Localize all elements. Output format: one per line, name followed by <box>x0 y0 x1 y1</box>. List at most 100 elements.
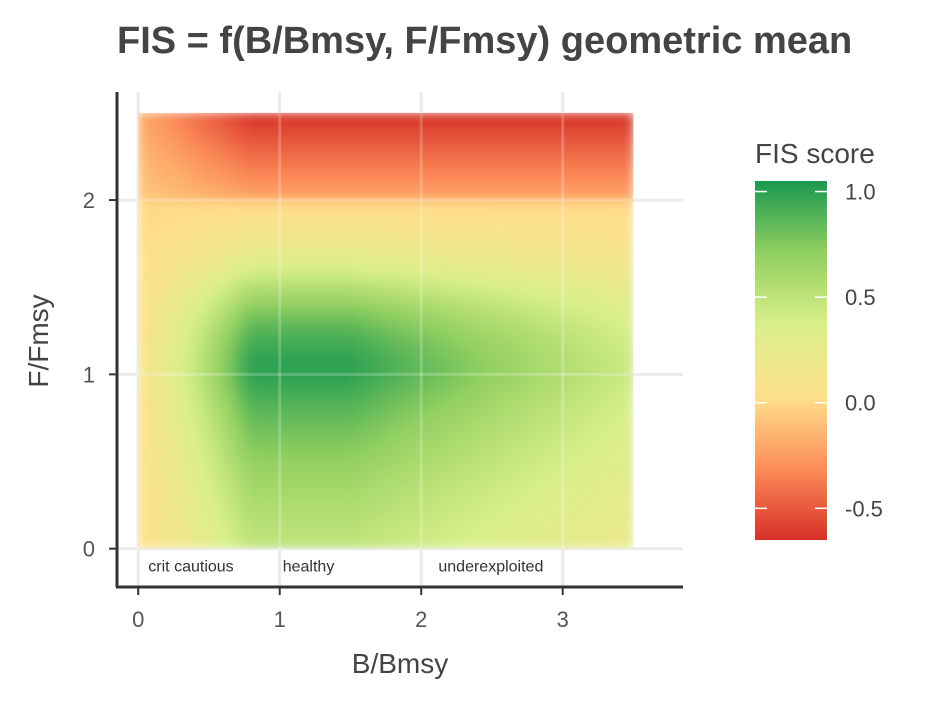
heatmap-cell <box>181 406 192 419</box>
heatmap-cell <box>155 406 166 419</box>
heatmap-cell <box>261 384 272 397</box>
heatmap-cell <box>305 254 316 266</box>
heatmap-cell <box>473 450 484 463</box>
heatmap-cell <box>553 384 564 397</box>
heatmap-cell <box>509 275 520 288</box>
heatmap-cell <box>615 297 626 310</box>
heatmap-cell <box>500 450 511 463</box>
heatmap-cell <box>190 482 201 495</box>
heatmap-cell <box>473 428 484 441</box>
heatmap-cell <box>535 384 546 397</box>
heatmap-cell <box>279 504 290 517</box>
heatmap-cell <box>288 341 298 354</box>
heatmap-cell <box>173 319 183 332</box>
heatmap-cell <box>173 537 183 549</box>
heatmap-cell <box>279 471 290 484</box>
heatmap-cell <box>243 199 254 212</box>
heatmap-cell <box>535 254 546 266</box>
heatmap-cell <box>376 232 387 245</box>
heatmap-cell <box>190 286 201 299</box>
heatmap-cell <box>571 134 581 147</box>
heatmap-cell <box>429 177 440 190</box>
heatmap-cell <box>615 537 626 549</box>
heatmap-cell <box>199 166 210 179</box>
heatmap-cell <box>579 177 590 190</box>
heatmap-cell <box>332 112 343 125</box>
heatmap-cell <box>367 493 378 506</box>
heatmap-cell <box>579 537 590 549</box>
heatmap-cell <box>447 319 458 332</box>
heatmap-cell <box>199 515 210 528</box>
heatmap-cell <box>500 482 511 495</box>
heatmap-cell <box>217 330 228 343</box>
heatmap-cell <box>367 373 378 386</box>
heatmap-cell <box>526 461 537 473</box>
heatmap-cell <box>261 254 272 266</box>
heatmap-cell <box>349 352 360 364</box>
heatmap-cell <box>341 395 351 408</box>
heatmap-cell <box>138 461 148 473</box>
heatmap-cell <box>464 166 475 179</box>
heatmap-cell <box>235 362 245 375</box>
heatmap-cell <box>518 482 528 495</box>
heatmap-cell <box>199 275 210 288</box>
heatmap-cell <box>261 461 272 473</box>
heatmap-cell <box>500 406 511 419</box>
heatmap-cell <box>606 373 617 386</box>
heatmap-cell <box>181 123 192 136</box>
heatmap-cell <box>181 450 192 463</box>
heatmap-cell <box>270 537 281 549</box>
heatmap-cell <box>323 461 334 473</box>
heatmap-cell <box>403 210 413 223</box>
heatmap-cell <box>305 439 316 452</box>
heatmap-cell <box>288 188 298 201</box>
heatmap-cell <box>235 123 245 136</box>
heatmap-cell <box>615 373 626 386</box>
heatmap-cell <box>526 526 537 539</box>
heatmap-cell <box>358 395 369 408</box>
heatmap-cell <box>341 145 351 157</box>
heatmap-cell <box>597 166 608 179</box>
heatmap-cell <box>358 471 369 484</box>
heatmap-cell <box>243 254 254 266</box>
heatmap-cell <box>146 515 157 528</box>
heatmap-cell <box>270 286 281 299</box>
heatmap-cell <box>288 254 298 266</box>
heatmap-cell <box>403 373 413 386</box>
heatmap-cell <box>553 461 564 473</box>
heatmap-cell <box>146 493 157 506</box>
heatmap-cell <box>500 243 511 256</box>
heatmap-cell <box>323 319 334 332</box>
heatmap-cell <box>332 362 343 375</box>
heatmap-cell <box>358 450 369 463</box>
heatmap-cell <box>624 395 634 408</box>
heatmap-cell <box>606 395 617 408</box>
heatmap-cell <box>403 112 413 125</box>
heatmap-cell <box>420 275 431 288</box>
heatmap-cell <box>447 166 458 179</box>
heatmap-cell <box>146 199 157 212</box>
heatmap-cell <box>509 341 520 354</box>
heatmap-cell <box>164 471 175 484</box>
heatmap-cell <box>358 319 369 332</box>
heatmap-cell <box>217 123 228 136</box>
heatmap-cell <box>208 352 219 364</box>
heatmap-cell <box>518 362 528 375</box>
heatmap-cell <box>349 232 360 245</box>
heatmap-cell <box>243 155 254 168</box>
heatmap-cell <box>296 526 307 539</box>
heatmap-cell <box>341 406 351 419</box>
heatmap-cell <box>615 330 626 343</box>
heatmap-cell <box>447 450 458 463</box>
heatmap-cell <box>208 428 219 441</box>
heatmap-cell <box>473 188 484 201</box>
heatmap-cell <box>323 493 334 506</box>
heatmap-cell <box>208 471 219 484</box>
heatmap-cell <box>464 264 475 277</box>
heatmap-cell <box>518 428 528 441</box>
heatmap-cell <box>296 210 307 223</box>
heatmap-cell <box>367 417 378 430</box>
heatmap-cell <box>420 439 431 452</box>
heatmap-cell <box>164 373 175 386</box>
heatmap-cell <box>217 526 228 539</box>
